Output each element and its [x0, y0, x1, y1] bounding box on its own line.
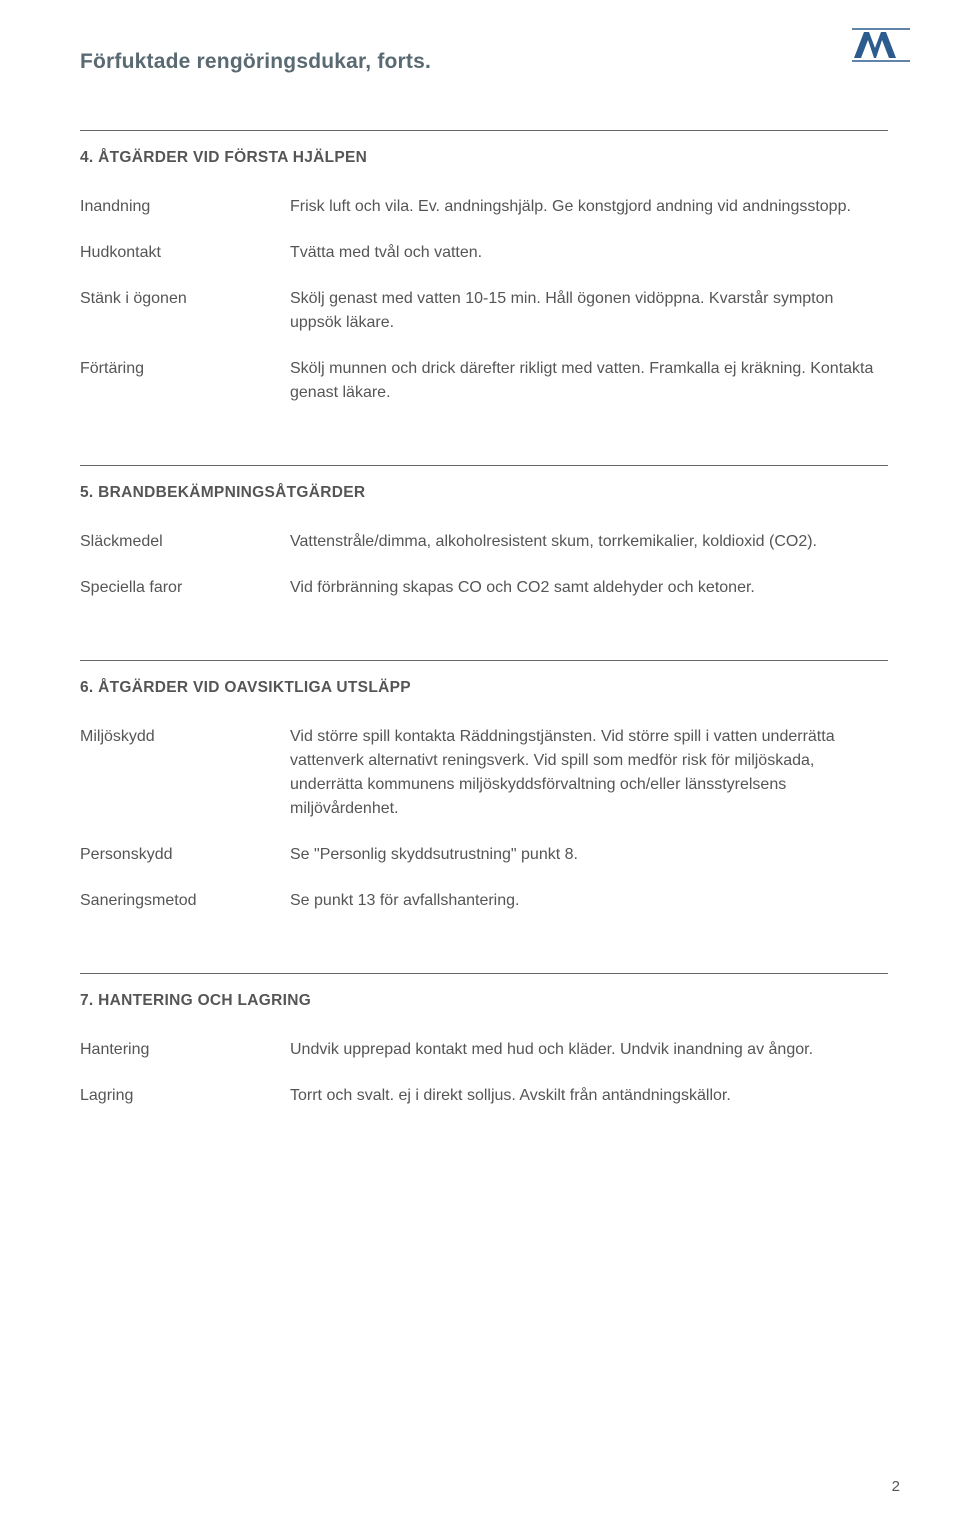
row-personskydd: Personskydd Se "Personlig skyddsutrustni… [80, 843, 888, 867]
row-label: Inandning [80, 195, 290, 219]
row-stank-i-ogonen: Stänk i ögonen Skölj genast med vatten 1… [80, 287, 888, 335]
row-label: Stänk i ögonen [80, 287, 290, 335]
document-title: Förfuktade rengöringsdukar, forts. [80, 50, 888, 74]
row-label: Förtäring [80, 357, 290, 405]
row-slackmedel: Släckmedel Vattenstråle/dimma, alkoholre… [80, 530, 888, 554]
row-value: Skölj munnen och drick därefter rikligt … [290, 357, 888, 405]
row-label: Miljöskydd [80, 725, 290, 821]
row-value: Frisk luft och vila. Ev. andningshjälp. … [290, 195, 888, 219]
row-label: Hudkontakt [80, 241, 290, 265]
row-fortaring: Förtäring Skölj munnen och drick därefte… [80, 357, 888, 405]
section-heading: 5. BRANDBEKÄMPNINGSÅTGÄRDER [80, 484, 888, 502]
row-label: Släckmedel [80, 530, 290, 554]
row-value: Vid förbränning skapas CO och CO2 samt a… [290, 576, 888, 600]
row-saneringsmetod: Saneringsmetod Se punkt 13 för avfallsha… [80, 889, 888, 913]
row-inandning: Inandning Frisk luft och vila. Ev. andni… [80, 195, 888, 219]
section-divider [80, 465, 888, 466]
row-label: Personskydd [80, 843, 290, 867]
brand-logo [852, 28, 910, 67]
section-accidental-release: 6. ÅTGÄRDER VID OAVSIKTLIGA UTSLÄPP Milj… [80, 660, 888, 913]
section-fire-fighting: 5. BRANDBEKÄMPNINGSÅTGÄRDER Släckmedel V… [80, 465, 888, 600]
row-value: Tvätta med tvål och vatten. [290, 241, 888, 265]
row-value: Vid större spill kontakta Räddningstjäns… [290, 725, 888, 821]
row-value: Torrt och svalt. ej i direkt solljus. Av… [290, 1084, 888, 1108]
section-heading: 6. ÅTGÄRDER VID OAVSIKTLIGA UTSLÄPP [80, 679, 888, 697]
section-divider [80, 973, 888, 974]
row-hudkontakt: Hudkontakt Tvätta med tvål och vatten. [80, 241, 888, 265]
row-hantering: Hantering Undvik upprepad kontakt med hu… [80, 1038, 888, 1062]
row-label: Speciella faror [80, 576, 290, 600]
row-value: Undvik upprepad kontakt med hud och kläd… [290, 1038, 888, 1062]
section-first-aid: 4. ÅTGÄRDER VID FÖRSTA HJÄLPEN Inandning… [80, 130, 888, 405]
row-label: Hantering [80, 1038, 290, 1062]
section-handling-storage: 7. HANTERING OCH LAGRING Hantering Undvi… [80, 973, 888, 1108]
row-miljoskydd: Miljöskydd Vid större spill kontakta Räd… [80, 725, 888, 821]
row-value: Se punkt 13 för avfallshantering. [290, 889, 888, 913]
row-label: Saneringsmetod [80, 889, 290, 913]
section-divider [80, 130, 888, 131]
row-value: Skölj genast med vatten 10-15 min. Håll … [290, 287, 888, 335]
row-label: Lagring [80, 1084, 290, 1108]
page-number: 2 [892, 1478, 900, 1495]
section-divider [80, 660, 888, 661]
row-speciella-faror: Speciella faror Vid förbränning skapas C… [80, 576, 888, 600]
section-heading: 4. ÅTGÄRDER VID FÖRSTA HJÄLPEN [80, 149, 888, 167]
row-value: Vattenstråle/dimma, alkoholresistent sku… [290, 530, 888, 554]
section-heading: 7. HANTERING OCH LAGRING [80, 992, 888, 1010]
row-value: Se "Personlig skyddsutrustning" punkt 8. [290, 843, 888, 867]
row-lagring: Lagring Torrt och svalt. ej i direkt sol… [80, 1084, 888, 1108]
